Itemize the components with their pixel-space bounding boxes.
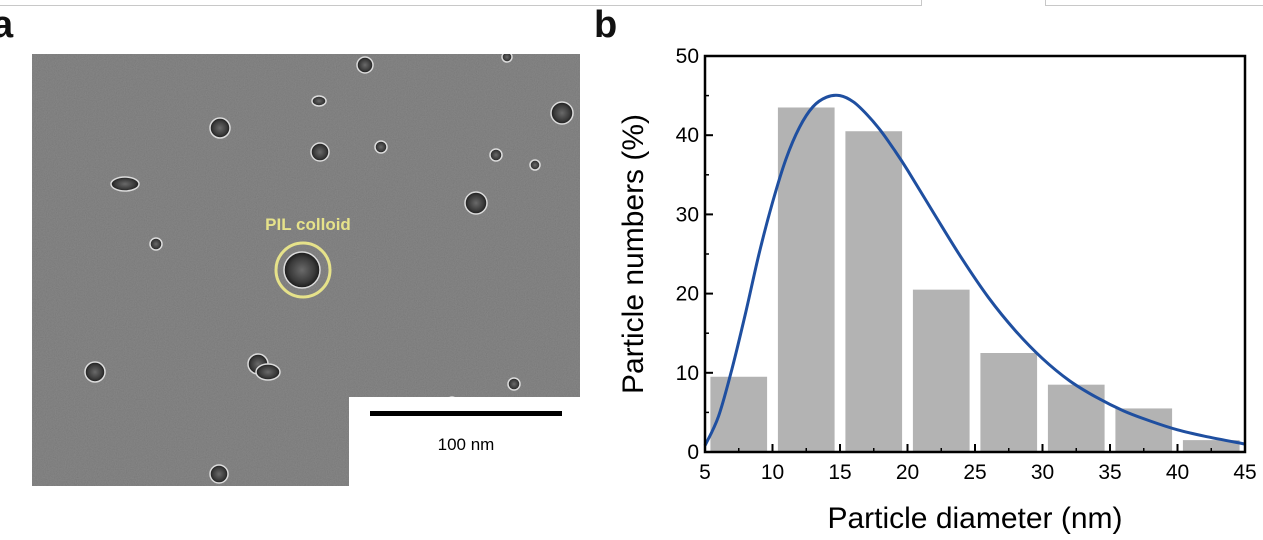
- colloid-highlight-ring: [274, 241, 332, 299]
- x-tick-label: 20: [896, 461, 919, 484]
- y-tick-label: 40: [676, 124, 699, 147]
- top-strip-box-left: [0, 0, 922, 6]
- panel-b-label: b: [594, 4, 618, 46]
- bar-40-45: [1182, 440, 1240, 452]
- tem-micrograph: PIL colloid 100 nm: [32, 54, 580, 486]
- x-tick-label: 15: [828, 461, 851, 484]
- y-tick-label: 30: [676, 203, 699, 226]
- fit-curve: [703, 93, 1246, 447]
- bar-10-15: [777, 107, 835, 452]
- x-tick-label: 40: [1166, 461, 1189, 484]
- bar-20-25: [912, 289, 970, 452]
- scale-bar: [370, 411, 562, 416]
- panel-a-label: a: [0, 4, 14, 46]
- x-tick-label: 45: [1233, 461, 1256, 484]
- ticks-layer: 5 10 15 20 25 30 35 40 45 0 10 20 30 40 50: [676, 45, 1257, 484]
- tem-particles: [84, 54, 574, 484]
- bar-30-35: [1047, 384, 1105, 452]
- x-tick-label: 25: [963, 461, 986, 484]
- bar-35-40: [1115, 408, 1173, 452]
- bar-25-30: [980, 353, 1038, 452]
- x-axis-title: Particle diameter (nm): [827, 502, 1122, 535]
- x-tick-label: 5: [699, 461, 711, 484]
- bar-15-20: [845, 131, 903, 452]
- colloid-annotation: PIL colloid: [265, 215, 351, 234]
- y-tick-label: 10: [676, 362, 699, 385]
- bars-layer: [710, 107, 1240, 452]
- y-tick-label: 0: [687, 441, 699, 464]
- size-distribution-chart: 5 10 15 20 25 30 35 40 45 0 10 20 30 40 50 Particle di…: [600, 40, 1263, 540]
- curve-layer: [703, 93, 1246, 447]
- top-strip-box-right: [1045, 0, 1263, 6]
- x-tick-label: 35: [1098, 461, 1121, 484]
- y-axis-title: Particle numbers (%): [617, 114, 650, 394]
- chart-svg: 5 10 15 20 25 30 35 40 45 0 10 20 30 40 50 Particle di…: [617, 45, 1257, 535]
- scale-bar-label: 100 nm: [438, 435, 495, 454]
- tem-image: PIL colloid 100 nm: [32, 54, 580, 486]
- x-tick-label: 10: [761, 461, 784, 484]
- y-tick-label: 50: [676, 45, 699, 68]
- x-tick-label: 30: [1031, 461, 1054, 484]
- y-tick-label: 20: [676, 283, 699, 306]
